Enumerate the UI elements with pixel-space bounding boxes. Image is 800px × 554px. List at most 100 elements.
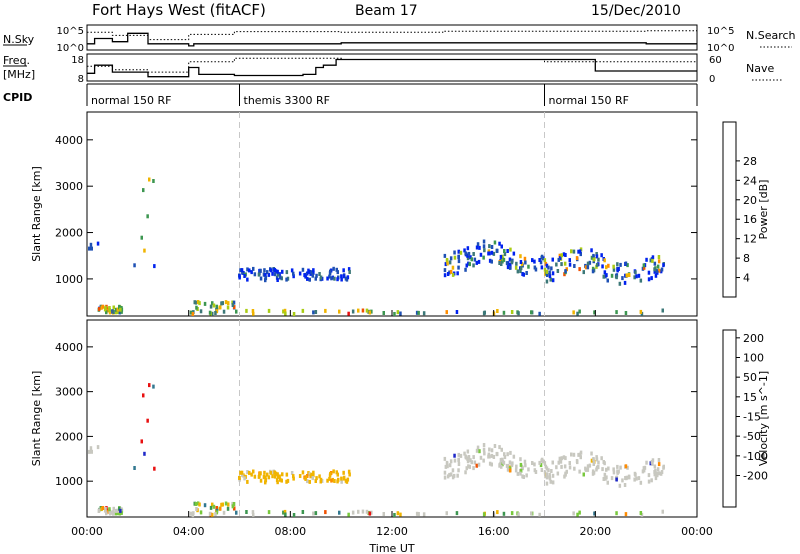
echo-cell <box>601 264 604 269</box>
echo-cell <box>88 246 91 251</box>
echo-cell <box>96 445 100 450</box>
echo-cell <box>273 267 276 272</box>
echo-cell <box>558 256 562 261</box>
echo-cell <box>110 309 113 314</box>
echo-cell <box>259 478 263 483</box>
echo-cell <box>456 473 459 478</box>
echo-cell <box>292 474 295 479</box>
x-tick-label: 04:00 <box>173 525 205 538</box>
echo-cell <box>259 268 262 273</box>
echo-cell <box>467 455 471 459</box>
echo-cell <box>647 277 651 282</box>
freq-trace <box>87 58 697 78</box>
echo-cell <box>597 257 600 262</box>
echo-cell <box>540 468 544 472</box>
echo-cell <box>616 464 619 469</box>
echo-cell <box>451 265 455 270</box>
echo-cell <box>600 456 603 461</box>
echo-cell <box>196 501 200 506</box>
nsearch-trace <box>87 30 697 41</box>
echo-cell <box>342 268 345 273</box>
echo-cell <box>490 448 494 453</box>
echo-cell <box>472 466 475 471</box>
y-tick-label: 3000 <box>55 386 83 399</box>
echo-cell <box>653 464 657 469</box>
echo-cell <box>483 451 486 456</box>
echo-cell <box>96 241 100 246</box>
nave-label: Nave <box>746 62 774 75</box>
echo-cell <box>590 255 594 260</box>
colorbar-frame <box>722 329 737 508</box>
echo-cell <box>108 511 112 516</box>
echo-cell <box>657 255 661 259</box>
echo-cell <box>148 177 151 182</box>
echo-cell <box>446 272 450 276</box>
echo-cell <box>539 463 543 468</box>
echo-cell <box>625 273 629 278</box>
echo-cell <box>466 256 470 261</box>
echo-cell <box>502 257 506 262</box>
echo-cell <box>290 471 294 475</box>
echo-cell <box>524 463 527 468</box>
echo-cell <box>660 470 664 474</box>
echo-cell <box>338 309 341 314</box>
echo-cell <box>624 464 628 469</box>
nsky-tick-top: 10^5 <box>57 26 84 37</box>
echo-cell <box>603 258 606 263</box>
echo-cell <box>252 512 255 517</box>
echo-cell <box>623 483 627 487</box>
echo-cell <box>543 258 547 263</box>
echo-cell <box>336 472 339 477</box>
echo-cell <box>133 263 136 268</box>
echo-cell <box>214 512 217 517</box>
echo-cell <box>422 311 426 316</box>
echo-cell <box>314 276 317 281</box>
echo-cell <box>208 511 212 516</box>
echo-cell <box>502 511 506 516</box>
echo-cell <box>560 262 563 267</box>
echo-cell <box>459 453 463 458</box>
echo-cell <box>595 457 599 462</box>
echo-cell <box>106 308 109 313</box>
echo-cell <box>231 300 234 305</box>
echo-cell <box>227 502 230 507</box>
echo-cell <box>443 475 447 480</box>
echo-cell <box>365 509 369 514</box>
nsky-panel-frame <box>86 24 698 51</box>
beam-label: Beam 17 <box>355 3 418 19</box>
y-tick-label: 1000 <box>55 475 83 488</box>
echo-cell <box>501 457 504 462</box>
echo-cell <box>539 260 543 265</box>
echo-cell <box>548 274 552 278</box>
echo-cell <box>595 252 598 256</box>
colorbar-tick-label: 12 <box>743 233 757 246</box>
echo-cell <box>108 507 111 512</box>
echo-cell <box>443 470 447 475</box>
date-label: 15/Dec/2010 <box>591 3 681 19</box>
echo-cell <box>564 471 567 476</box>
echo-cell <box>203 301 207 306</box>
echo-cell <box>501 259 504 264</box>
x-tick-label: 00:00 <box>681 525 713 538</box>
echo-cell <box>482 458 485 463</box>
echo-cell <box>653 469 656 474</box>
echo-cell <box>449 472 453 477</box>
echo-cell <box>548 476 552 481</box>
echo-cell <box>478 449 481 454</box>
echo-cell <box>500 447 503 452</box>
echo-cell <box>370 309 373 314</box>
echo-cell <box>224 501 228 506</box>
colorbar-tick-label: -200 <box>743 470 768 483</box>
echo-cell <box>114 310 118 315</box>
echo-cell <box>466 253 469 258</box>
echo-cell <box>470 460 473 465</box>
echo-cell <box>263 470 266 475</box>
echo-cell <box>564 269 567 274</box>
echo-cell <box>285 472 289 477</box>
echo-cell <box>522 272 525 277</box>
echo-cell <box>140 235 143 240</box>
echo-cell <box>653 472 656 477</box>
echo-cell <box>502 310 506 315</box>
echo-cell <box>271 474 274 479</box>
echo-cell <box>105 310 108 315</box>
